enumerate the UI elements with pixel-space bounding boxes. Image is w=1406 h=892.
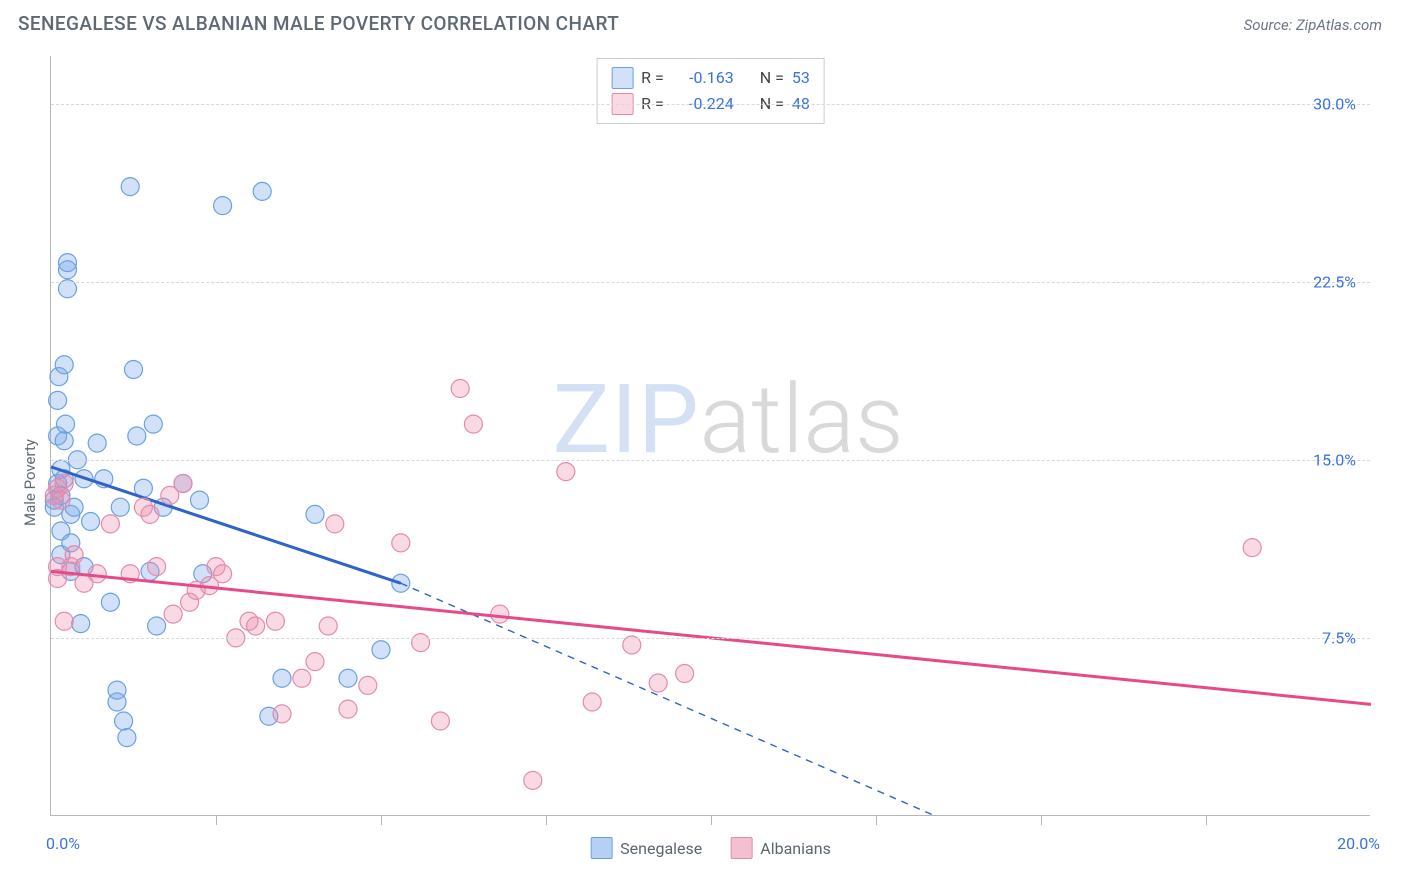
scatter-point: [191, 491, 209, 509]
scatter-point: [326, 515, 344, 533]
scatter-point: [273, 669, 291, 687]
scatter-point: [649, 674, 667, 692]
scatter-point: [121, 178, 139, 196]
chart-title: SENEGALESE VS ALBANIAN MALE POVERTY CORR…: [18, 12, 619, 35]
legend-r-label: R =: [641, 65, 664, 91]
x-tick: [876, 815, 877, 825]
y-tick-label: 15.0%: [1313, 450, 1356, 469]
legend-series-label: Senegalese: [620, 839, 702, 858]
scatter-point: [55, 432, 73, 450]
legend-swatch: [611, 67, 633, 89]
source-name: ZipAtlas.com: [1296, 16, 1382, 34]
chart-header: SENEGALESE VS ALBANIAN MALE POVERTY CORR…: [0, 0, 1406, 43]
scatter-point: [128, 427, 146, 445]
gridline-horizontal: [51, 638, 1370, 639]
scatter-point: [392, 534, 410, 552]
scatter-point: [524, 771, 542, 789]
x-tick: [1041, 815, 1042, 825]
scatter-point: [115, 712, 133, 730]
legend-swatch: [590, 837, 612, 859]
scatter-point: [125, 361, 143, 379]
scatter-point: [52, 491, 70, 509]
scatter-point: [412, 634, 430, 652]
source-prefix: Source:: [1244, 16, 1296, 34]
scatter-point: [339, 700, 357, 718]
legend-r-value: -0.163: [672, 65, 734, 91]
scatter-point: [214, 197, 232, 215]
scatter-point: [141, 505, 159, 523]
y-tick-label: 22.5%: [1313, 272, 1356, 291]
scatter-point: [88, 434, 106, 452]
scatter-point: [464, 415, 482, 433]
scatter-point: [101, 515, 119, 533]
scatter-point: [214, 565, 232, 583]
scatter-point: [253, 182, 271, 200]
source-attribution: Source: ZipAtlas.com: [1244, 16, 1382, 34]
scatter-point: [359, 676, 377, 694]
scatter-point: [306, 653, 324, 671]
scatter-point: [247, 617, 265, 635]
gridline-horizontal: [51, 282, 1370, 283]
legend-series-item: Albanians: [730, 837, 831, 859]
scatter-point: [319, 617, 337, 635]
scatter-svg: [51, 56, 1370, 815]
scatter-point: [118, 729, 136, 747]
scatter-point: [174, 475, 192, 493]
scatter-point: [101, 593, 119, 611]
scatter-point: [49, 391, 67, 409]
scatter-point: [72, 615, 90, 633]
x-axis-min-label: 0.0%: [46, 834, 80, 853]
legend-stats-box: R =-0.163N =53R =-0.224N =48: [596, 58, 825, 124]
x-tick: [711, 815, 712, 825]
scatter-point: [372, 641, 390, 659]
y-tick-label: 7.5%: [1322, 628, 1356, 647]
legend-n-label: N =: [760, 65, 784, 91]
x-tick: [381, 815, 382, 825]
gridline-horizontal: [51, 104, 1370, 105]
scatter-point: [55, 356, 73, 374]
scatter-point: [557, 463, 575, 481]
scatter-point: [431, 712, 449, 730]
scatter-point: [144, 415, 162, 433]
legend-series: Senegalese Albanians: [590, 837, 831, 859]
scatter-point: [108, 681, 126, 699]
legend-series-item: Senegalese: [590, 837, 702, 859]
scatter-point: [491, 605, 509, 623]
scatter-point: [148, 617, 166, 635]
chart-plot-area: ZIPatlas Male Poverty R =-0.163N =53R =-…: [50, 56, 1370, 816]
scatter-point: [266, 612, 284, 630]
scatter-point: [57, 415, 75, 433]
trendline-extrapolated: [401, 583, 936, 816]
x-tick: [546, 815, 547, 825]
gridline-horizontal: [51, 460, 1370, 461]
scatter-point: [1243, 539, 1261, 557]
scatter-point: [55, 475, 73, 493]
y-tick-label: 30.0%: [1313, 94, 1356, 113]
legend-n-value: 53: [792, 65, 810, 91]
scatter-point: [676, 665, 694, 683]
scatter-point: [82, 513, 100, 531]
scatter-point: [88, 565, 106, 583]
legend-swatch: [730, 837, 752, 859]
scatter-point: [273, 705, 291, 723]
scatter-point: [65, 546, 83, 564]
x-tick: [216, 815, 217, 825]
scatter-point: [339, 669, 357, 687]
scatter-point: [164, 605, 182, 623]
x-tick: [1206, 815, 1207, 825]
legend-stats-row: R = -0.163 N = 53: [611, 65, 810, 91]
scatter-point: [583, 693, 601, 711]
scatter-point: [148, 558, 166, 576]
scatter-point: [451, 380, 469, 398]
scatter-point: [306, 505, 324, 523]
scatter-point: [111, 498, 129, 516]
y-axis-label: Male Poverty: [21, 439, 39, 526]
scatter-point: [59, 254, 77, 272]
scatter-point: [55, 612, 73, 630]
x-axis-max-label: 20.0%: [1337, 834, 1380, 853]
scatter-point: [293, 669, 311, 687]
legend-series-label: Albanians: [760, 839, 831, 858]
